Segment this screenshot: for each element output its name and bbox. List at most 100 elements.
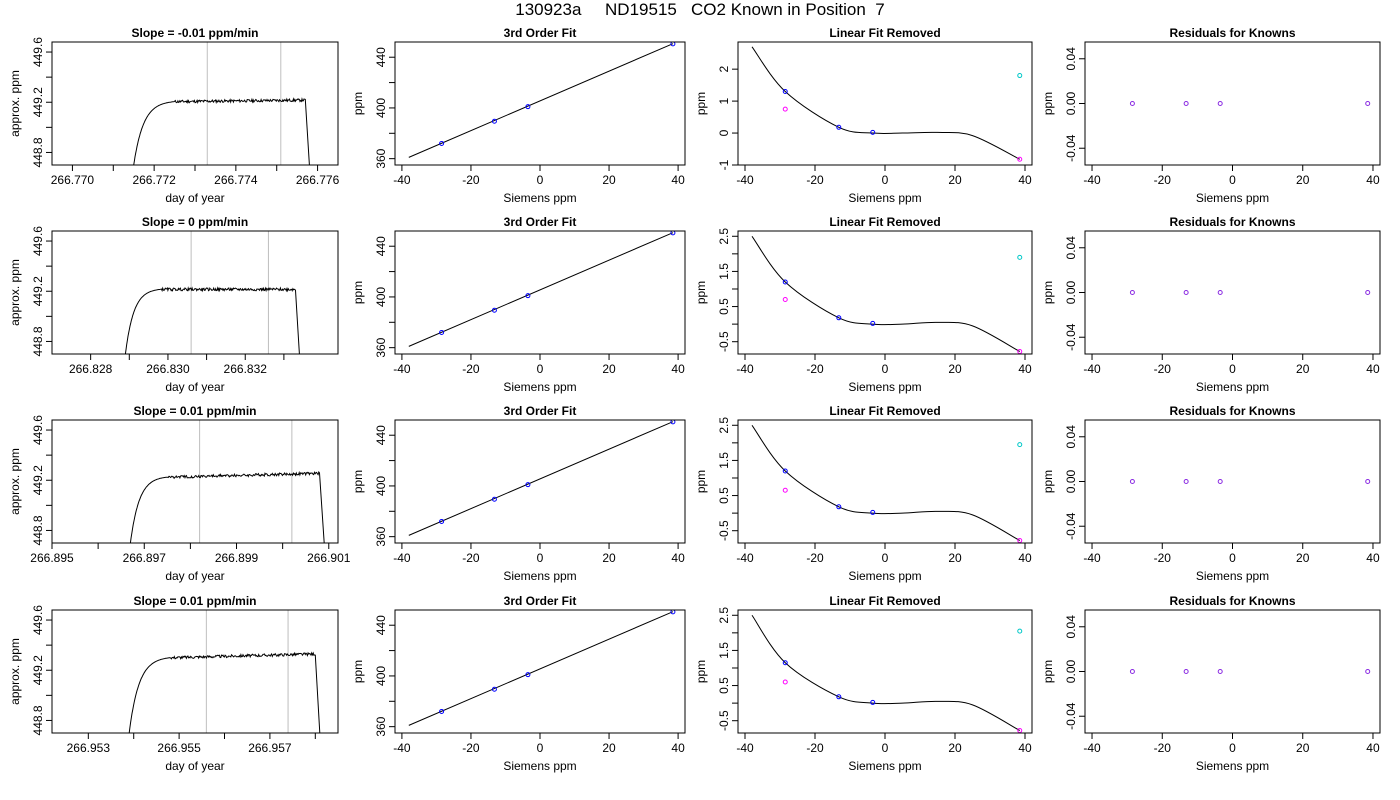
x-tick-label: -20: [1154, 741, 1172, 755]
y-tick-label: -0.04: [1064, 134, 1078, 162]
y-axis-label: ppm: [351, 470, 365, 493]
x-tick-label: 20: [1296, 173, 1310, 187]
x-tick-label: 20: [602, 173, 616, 187]
x-tick-label: -20: [806, 173, 824, 187]
residual-point: [1217, 101, 1223, 106]
plot-area: [133, 42, 310, 165]
known-point: [439, 518, 445, 524]
panel-frame: [1084, 419, 1381, 544]
y-tick-label: 360: [374, 526, 388, 546]
x-tick-label: 0: [1229, 741, 1236, 755]
y-tick-label: 2.5: [717, 417, 731, 434]
plot-area: [129, 420, 325, 543]
known-point: [491, 118, 497, 124]
y-tick-label: 449.2: [31, 276, 45, 306]
plot-area: [1129, 290, 1371, 295]
fit-line: [408, 421, 674, 536]
plot-area: [408, 42, 676, 158]
x-tick-label: -40: [736, 551, 754, 565]
y-tick-label: 0.00: [1064, 659, 1078, 683]
x-tick-label: 40: [1018, 551, 1032, 565]
y-tick-label: 449.6: [31, 226, 45, 256]
panel-time-series-row-3: Slope = 0.01 ppm/min 266.895 266.897 266.89…: [8, 404, 351, 583]
panel-residuals-row-3: Residuals for Knowns -40 -20 0 20 40 -0.04 0.00…: [1041, 404, 1381, 583]
y-tick-label: 400: [374, 287, 388, 307]
y-tick-label: 448.8: [31, 326, 45, 356]
known-point: [525, 482, 531, 488]
y-tick-label: 440: [374, 615, 388, 635]
x-tick-label: 0: [537, 173, 544, 187]
x-tick-label: -20: [806, 362, 824, 376]
panel-title: Slope = 0.01 ppm/min: [133, 404, 256, 418]
y-axis-label: ppm: [351, 660, 365, 683]
known-point: [870, 320, 876, 326]
y-tick-label: 0.00: [1064, 280, 1078, 304]
x-tick-label: -40: [736, 173, 754, 187]
plot-area: [408, 420, 676, 536]
x-axis-label: day of year: [165, 759, 224, 773]
known-point: [491, 496, 497, 502]
residual-point: [1129, 479, 1135, 484]
siemens-point: [1017, 156, 1023, 162]
x-tick-label: 266.830: [146, 362, 190, 376]
x-tick-label: 40: [671, 173, 685, 187]
known-point: [525, 672, 531, 678]
x-tick-label: 40: [671, 551, 685, 565]
x-tick-label: 20: [1296, 741, 1310, 755]
x-tick-label: -20: [462, 173, 480, 187]
y-axis-label: ppm: [1041, 281, 1055, 304]
analyzer-trace: [128, 651, 321, 733]
analyzer-trace: [133, 97, 310, 165]
y-tick-label: 0.00: [1064, 469, 1078, 493]
y-tick-label: 449.2: [31, 655, 45, 685]
y-tick-label: 0.00: [1064, 91, 1078, 115]
panel-title: Linear Fit Removed: [829, 26, 940, 40]
x-tick-label: 20: [602, 551, 616, 565]
x-tick-label: 266.955: [157, 741, 201, 755]
x-tick-label: 266.901: [307, 551, 351, 565]
y-tick-label: 360: [374, 337, 388, 357]
cubic-curve: [751, 46, 1020, 160]
y-axis-label: ppm: [1041, 660, 1055, 683]
y-tick-label: 448.8: [31, 515, 45, 545]
panel-title: Slope = 0 ppm/min: [142, 215, 248, 229]
y-tick-label: 0.5: [717, 487, 731, 504]
siemens-point: [782, 106, 788, 112]
cubic-curve: [751, 235, 1020, 352]
x-tick-label: 20: [602, 741, 616, 755]
x-axis-label: Siemens ppm: [503, 191, 576, 205]
panel-frame: [394, 419, 686, 544]
y-axis-label: approx. ppm: [8, 638, 22, 705]
residual-point: [1365, 101, 1371, 106]
panel-title: Residuals for Knowns: [1169, 215, 1295, 229]
x-axis-label: Siemens ppm: [503, 380, 576, 394]
known-point: [670, 42, 676, 47]
siemens-point: [782, 487, 788, 493]
panel-title: Residuals for Knowns: [1169, 594, 1295, 608]
fit-line: [408, 232, 674, 347]
y-tick-label: 449.6: [31, 415, 45, 445]
panel-time-series-row-4: Slope = 0.01 ppm/min 266.953 266.955 266.95…: [8, 594, 339, 773]
y-tick-label: 400: [374, 98, 388, 118]
y-axis-label: approx. ppm: [8, 70, 22, 137]
analyzer-trace: [124, 286, 300, 354]
x-tick-label: -20: [1154, 551, 1172, 565]
x-tick-label: 20: [948, 173, 962, 187]
x-tick-label: 0: [537, 362, 544, 376]
panel-frame: [737, 230, 1033, 355]
y-tick-label: 448.8: [31, 137, 45, 167]
panel-linear-removed-row-4: Linear Fit Removed -40 -20 0 20 40 -0.5 0.5 1.5 2…: [694, 594, 1033, 773]
x-tick-label: 40: [1366, 551, 1380, 565]
residual-point: [1129, 669, 1135, 674]
known-point: [836, 694, 842, 700]
x-tick-label: 266.953: [67, 741, 111, 755]
x-tick-label: -20: [1154, 173, 1172, 187]
panel-linear-removed-row-1: Linear Fit Removed -40 -20 0 20 40 -1 0 1 2 Siemen…: [694, 26, 1033, 205]
residual-point: [1365, 669, 1371, 674]
known-point: [836, 504, 842, 510]
x-tick-label: -20: [462, 551, 480, 565]
x-tick-label: -40: [393, 362, 411, 376]
figure-title: 130923a ND19515 CO2 Known in Position 7: [515, 0, 885, 19]
y-axis-label: ppm: [694, 281, 708, 304]
panel-title: Linear Fit Removed: [829, 215, 940, 229]
